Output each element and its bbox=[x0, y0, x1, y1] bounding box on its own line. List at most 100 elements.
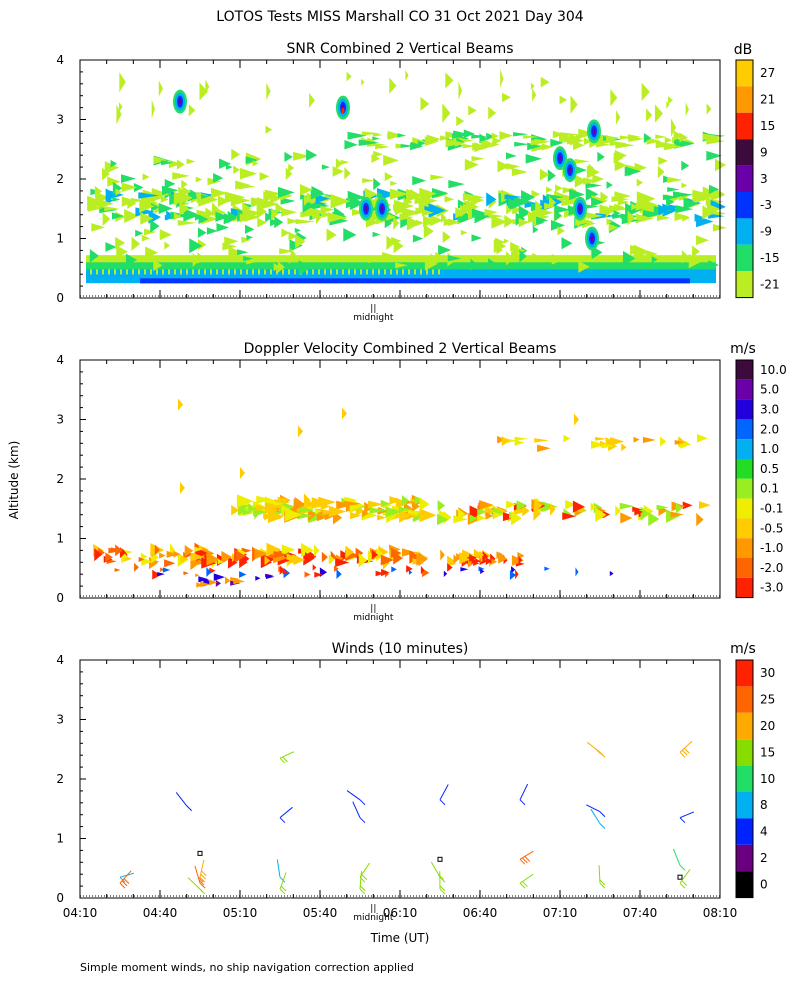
doppler-cell bbox=[675, 502, 683, 514]
snr-cell bbox=[201, 194, 209, 200]
snr-cell bbox=[252, 160, 259, 167]
colorbar-label: 1.0 bbox=[760, 442, 779, 456]
snr-ground-stripe bbox=[132, 269, 134, 275]
snr-cell bbox=[597, 151, 605, 162]
snr-cell bbox=[263, 190, 272, 205]
snr-cell bbox=[373, 150, 383, 158]
snr-cell bbox=[174, 212, 182, 221]
snr-ground-stripe bbox=[150, 269, 152, 275]
snr-cell bbox=[288, 231, 298, 241]
snr-ground-stripe bbox=[198, 269, 200, 275]
doppler-cell bbox=[297, 512, 314, 520]
snr-ground-stripe bbox=[96, 269, 98, 275]
doppler-cell bbox=[239, 571, 247, 578]
snr-cell bbox=[298, 260, 313, 275]
snr-ground-stripe bbox=[276, 269, 278, 275]
snr-cell bbox=[471, 234, 482, 242]
colorbar-label: -2.0 bbox=[760, 561, 783, 575]
snr-ground-stripe bbox=[204, 269, 206, 275]
wind-barb-flag bbox=[522, 857, 528, 864]
snr-cell bbox=[643, 134, 651, 143]
snr-cell bbox=[188, 104, 196, 117]
snr-cell bbox=[121, 174, 136, 183]
snr-cell bbox=[445, 72, 454, 89]
snr-cell bbox=[94, 185, 103, 197]
snr-cell bbox=[406, 216, 421, 231]
snr-ground-stripe bbox=[420, 269, 422, 275]
doppler-cell bbox=[447, 560, 457, 567]
snr-cell bbox=[677, 191, 687, 198]
doppler-cell bbox=[501, 436, 510, 446]
snr-ground-stripe bbox=[438, 269, 440, 275]
snr-cell bbox=[143, 228, 157, 236]
doppler-cell bbox=[497, 435, 506, 444]
colorbar-swatch bbox=[736, 871, 753, 898]
colorbar-label: -1.0 bbox=[760, 541, 783, 555]
wind-barb-shaft bbox=[276, 859, 281, 878]
wind-barb-flag bbox=[681, 880, 688, 887]
y-tick-label: 2 bbox=[56, 472, 64, 486]
snr-cell bbox=[145, 246, 159, 259]
snr-cell bbox=[400, 143, 415, 148]
doppler-cell bbox=[287, 553, 302, 564]
doppler-cell bbox=[408, 569, 413, 575]
wind-barb-flag bbox=[599, 811, 606, 818]
snr-ground-stripe bbox=[426, 269, 428, 275]
doppler-cell bbox=[437, 500, 446, 512]
snr-cell bbox=[667, 96, 673, 105]
doppler-cell bbox=[460, 567, 469, 572]
doppler-cell bbox=[656, 504, 669, 511]
colorbar-swatch bbox=[736, 399, 753, 420]
panel-doppler: Doppler Velocity Combined 2 Vertical Bea… bbox=[56, 341, 786, 623]
wind-barb bbox=[197, 850, 203, 856]
wind-barb-flag bbox=[279, 876, 286, 883]
wind-barb-flag bbox=[119, 882, 126, 889]
snr-cell bbox=[497, 160, 510, 173]
snr-cell bbox=[551, 219, 566, 231]
wind-barb-shaft bbox=[672, 848, 681, 866]
wind-barb bbox=[352, 801, 366, 824]
doppler-cell bbox=[105, 552, 113, 563]
snr-cell bbox=[683, 197, 699, 210]
snr-ground-stripe bbox=[402, 269, 404, 275]
snr-cell bbox=[530, 82, 535, 90]
doppler-cell bbox=[264, 512, 271, 521]
doppler-cell bbox=[362, 509, 369, 518]
snr-cell bbox=[705, 209, 715, 218]
doppler-cell bbox=[369, 507, 387, 514]
snr-cell bbox=[502, 92, 511, 103]
snr-cell bbox=[426, 134, 441, 144]
snr-cell bbox=[506, 152, 517, 160]
snr-cell bbox=[608, 223, 619, 232]
snr-cell bbox=[219, 158, 232, 169]
snr-cell bbox=[102, 212, 111, 226]
doppler-cell bbox=[572, 500, 585, 513]
y-tick-label: 0 bbox=[56, 891, 64, 905]
snr-cell bbox=[225, 164, 233, 170]
snr-cell bbox=[104, 206, 119, 212]
snr-cell bbox=[667, 187, 680, 192]
colorbar-swatch bbox=[736, 739, 753, 766]
snr-cell bbox=[505, 163, 521, 170]
wind-barb-flag bbox=[684, 747, 690, 754]
colorbar-swatch bbox=[736, 459, 753, 479]
wind-barb-flag bbox=[524, 856, 531, 862]
doppler-cell bbox=[328, 554, 335, 565]
wind-barb bbox=[679, 811, 695, 824]
snr-cell bbox=[119, 102, 123, 112]
snr-cell bbox=[694, 213, 705, 222]
wind-barb bbox=[437, 856, 443, 862]
snr-ground-stripe bbox=[102, 269, 104, 275]
snr-cell bbox=[513, 246, 526, 255]
wind-barb-calm bbox=[197, 850, 203, 856]
snr-cell bbox=[440, 212, 447, 223]
wind-barb-flag bbox=[439, 885, 446, 892]
snr-cell bbox=[367, 257, 376, 264]
colorbar-label: -0.1 bbox=[760, 502, 783, 516]
doppler-cell bbox=[401, 495, 410, 507]
snr-cell bbox=[310, 202, 330, 210]
snr-cell bbox=[112, 181, 123, 195]
snr-cell bbox=[696, 235, 709, 246]
doppler-cell bbox=[565, 499, 576, 510]
snr-cell bbox=[706, 150, 722, 161]
